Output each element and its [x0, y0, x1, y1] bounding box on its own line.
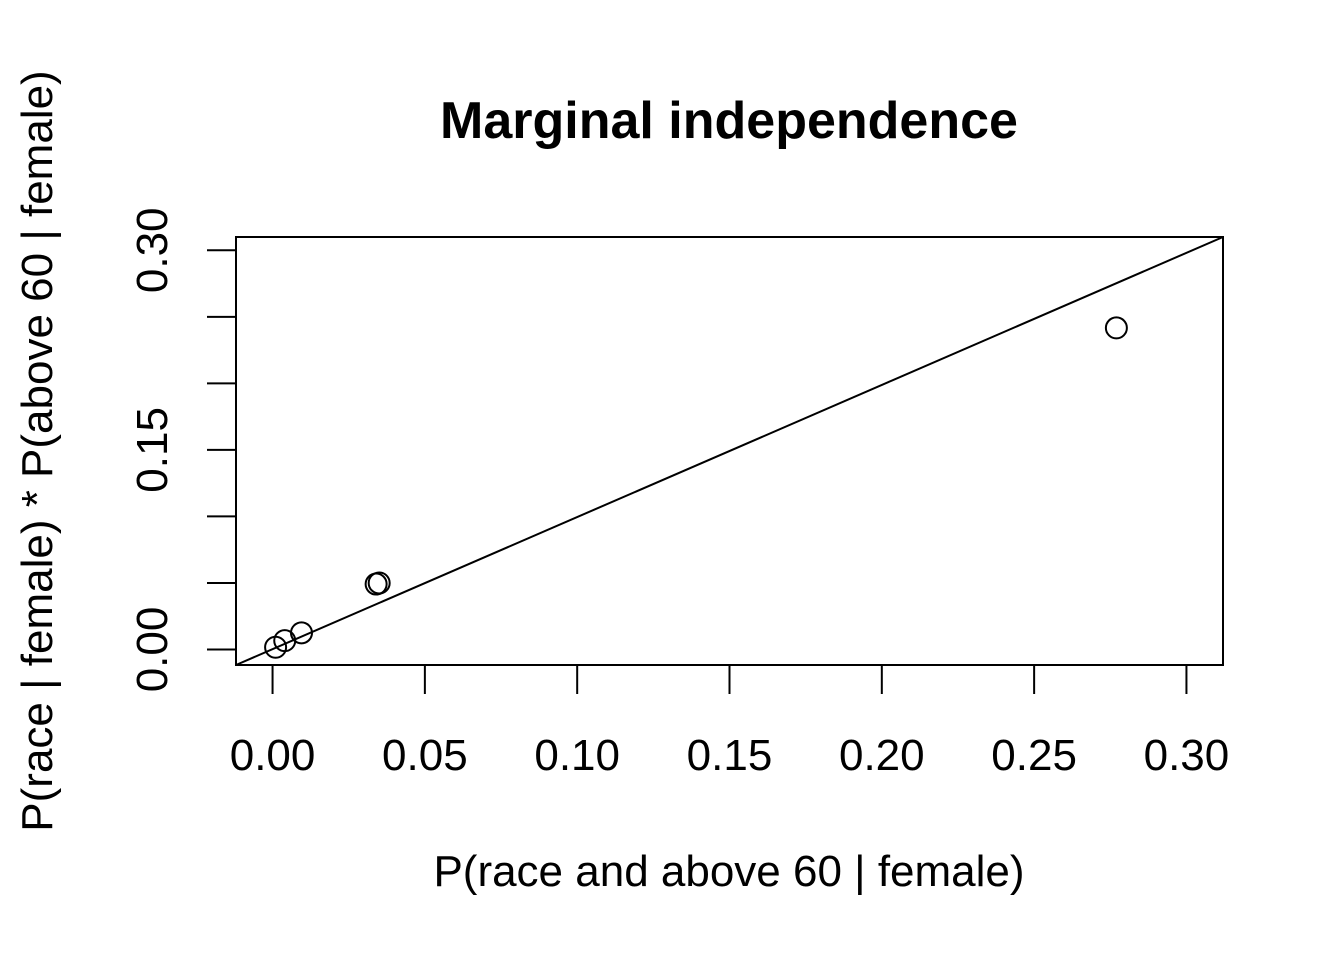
y-axis-label: P(race | female) * P(above 60 | female)	[13, 70, 62, 831]
x-tick-label: 0.25	[991, 731, 1077, 780]
chart-title: Marginal independence	[440, 92, 1018, 150]
y-tick-label: 0.30	[128, 207, 177, 293]
x-tick-label: 0.20	[839, 731, 925, 780]
data-point	[367, 571, 391, 595]
identity-line	[235, 236, 1224, 666]
x-axis-label: P(race and above 60 | female)	[433, 847, 1024, 896]
data-point	[1104, 316, 1128, 340]
x-tick-label: 0.30	[1144, 731, 1230, 780]
data-point	[289, 621, 313, 645]
x-tick-label: 0.05	[382, 731, 468, 780]
x-tick-label: 0.15	[687, 731, 773, 780]
y-tick-label: 0.15	[128, 407, 177, 493]
x-tick-label: 0.00	[230, 731, 316, 780]
y-tick-label: 0.00	[128, 607, 177, 693]
x-tick-label: 0.10	[534, 731, 620, 780]
